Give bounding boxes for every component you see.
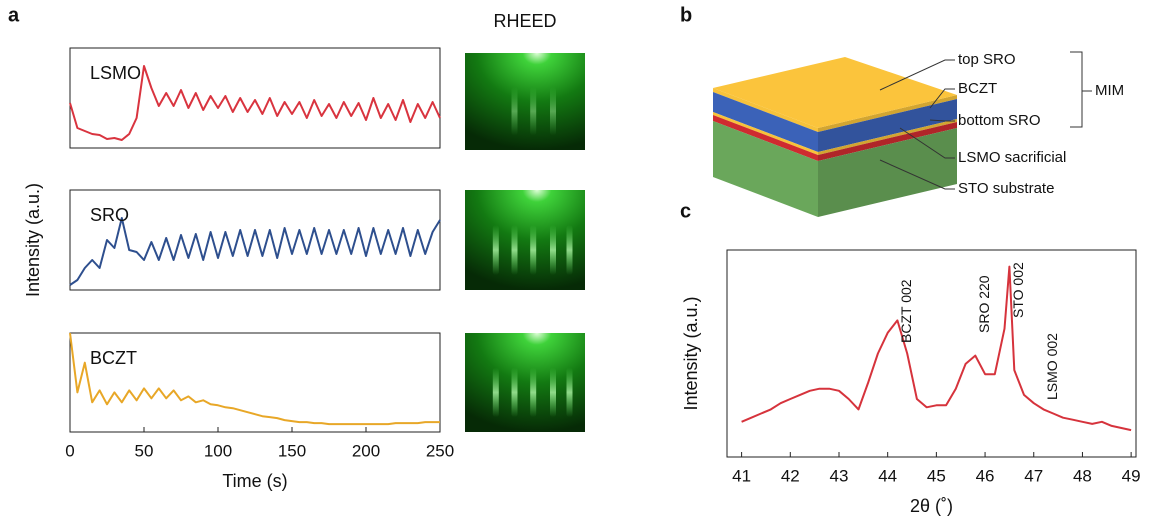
rheed-streak <box>512 368 518 418</box>
bracket <box>1070 52 1082 127</box>
panel-label: a <box>8 4 20 26</box>
data-line <box>70 333 440 424</box>
series-label: LSMO <box>90 63 141 83</box>
rheed-streak <box>550 368 556 418</box>
peak-annotation: STO 002 <box>1010 262 1026 318</box>
rheed-streak <box>512 87 518 136</box>
data-line <box>70 218 440 285</box>
peak-annotation: SRO 220 <box>976 275 992 333</box>
rheed-streak <box>530 225 536 275</box>
peak-annotation: BCZT 002 <box>898 279 914 343</box>
rheed-streak <box>530 368 536 418</box>
x-tick-label: 47 <box>1024 466 1043 485</box>
series-label: BCZT <box>90 348 137 368</box>
layer-label: STO substrate <box>958 180 1054 197</box>
rheed-streak <box>493 368 499 418</box>
x-tick-label: 45 <box>927 466 946 485</box>
x-tick-label: 43 <box>830 466 849 485</box>
y-axis-label: Intensity (a.u.) <box>681 296 701 410</box>
layer-label: top SRO <box>958 51 1016 68</box>
x-tick-label: 41 <box>732 466 751 485</box>
series-label: SRO <box>90 205 129 225</box>
layer-diagram: top SRO BCZT bottom SRO LSMO sacrificial STO… <box>713 51 1124 217</box>
x-tick-label: 100 <box>204 441 232 460</box>
x-tick-label: 0 <box>65 441 74 460</box>
x-axis-label: 2θ (˚) <box>910 496 953 516</box>
figure: a RHEED Intensity (a.u.) b c top SRO BCZT… <box>0 0 1159 531</box>
x-tick-label: 200 <box>352 441 380 460</box>
plot-frame <box>727 250 1136 457</box>
x-tick-label: 49 <box>1122 466 1141 485</box>
layer-label: LSMO sacrificial <box>958 149 1066 166</box>
data-line <box>742 267 1132 431</box>
x-axis-label: Time (s) <box>222 471 287 491</box>
peak-annotation: LSMO 002 <box>1044 333 1060 400</box>
rheed-streak <box>493 225 499 275</box>
layer-label: BCZT <box>958 80 997 97</box>
rheed-image <box>465 53 585 150</box>
rheed-streak <box>550 87 556 136</box>
y-axis-label: Intensity (a.u.) <box>23 183 43 297</box>
image-title: RHEED <box>493 11 556 31</box>
x-tick-label: 50 <box>135 441 154 460</box>
panel-label: c <box>680 200 691 222</box>
rheed-images <box>465 53 585 432</box>
x-tick-label: 250 <box>426 441 454 460</box>
rheed-streak <box>567 225 573 275</box>
x-tick-label: 48 <box>1073 466 1092 485</box>
rheed-streak <box>567 368 573 418</box>
panel-label: b <box>680 4 692 26</box>
x-tick-label: 150 <box>278 441 306 460</box>
rheed-streak <box>530 87 536 136</box>
x-tick-label: 46 <box>976 466 995 485</box>
layer-label: bottom SRO <box>958 112 1041 129</box>
rheed-streak <box>550 225 556 275</box>
x-tick-label: 44 <box>878 466 897 485</box>
x-tick-label: 42 <box>781 466 800 485</box>
group-label: MIM <box>1095 82 1124 99</box>
rheed-streak <box>512 225 518 275</box>
